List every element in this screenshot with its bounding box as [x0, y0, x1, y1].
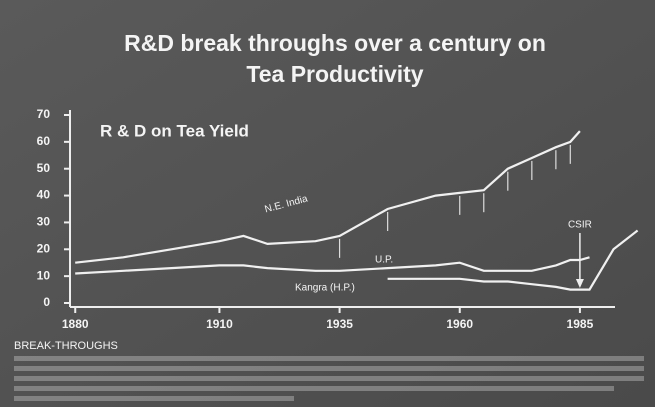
- y-tick-label: 60: [37, 134, 51, 148]
- y-tick-label: 70: [37, 107, 51, 121]
- x-tick-label: 1880: [62, 317, 89, 331]
- y-tick-label: 40: [37, 188, 51, 202]
- y-tick-label: 0: [43, 295, 50, 309]
- series-line: [75, 130, 581, 264]
- series-label: U.P.: [375, 255, 393, 266]
- y-tick-label: 20: [37, 241, 51, 255]
- x-tick-label: 1985: [567, 317, 594, 331]
- x-tick-label: 1960: [446, 317, 473, 331]
- footer-heading: BREAK-THROUGHS: [14, 340, 118, 352]
- x-tick-label: 1935: [326, 317, 353, 331]
- chart-title: R & D on Tea Yield: [100, 121, 249, 140]
- title-line: Tea Productivity: [246, 61, 423, 87]
- series-line: [387, 229, 639, 291]
- footer-text-blur: [14, 356, 644, 401]
- series-line: [75, 256, 590, 275]
- y-tick-label: 10: [37, 268, 51, 282]
- title-line: R&D break throughs over a century on: [124, 30, 546, 56]
- x-tick-label: 1910: [206, 317, 233, 331]
- y-tick-label: 50: [37, 161, 51, 175]
- y-tick-label: 30: [37, 215, 51, 229]
- annotation: CSIR: [568, 220, 592, 231]
- series-label: Kangra (H.P.): [295, 283, 355, 294]
- annotation-arrowhead: [575, 279, 584, 288]
